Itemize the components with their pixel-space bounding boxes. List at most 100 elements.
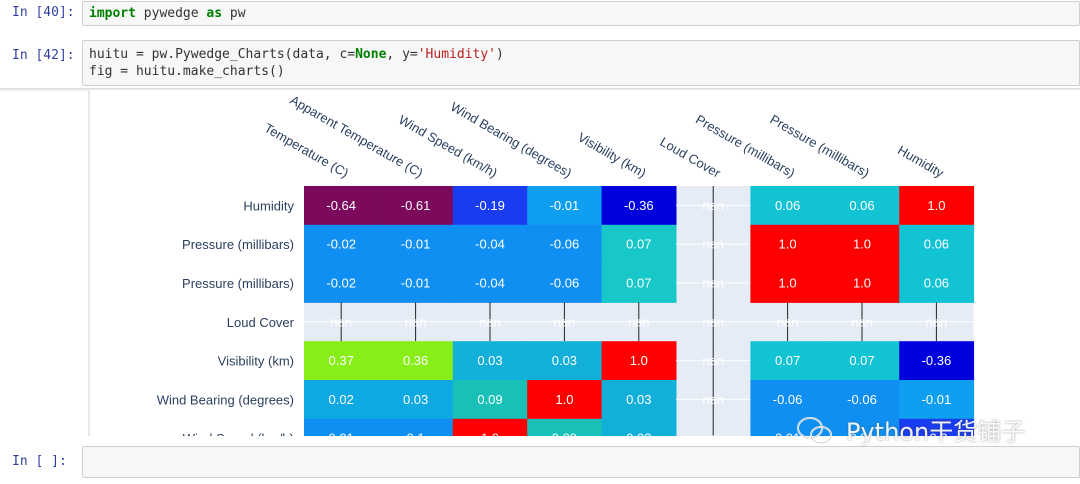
heatmap-cell[interactable]: -0.19 bbox=[452, 186, 528, 226]
heatmap-cell[interactable]: nan bbox=[899, 302, 974, 342]
correlation-heatmap[interactable]: Temperature (C)Apparent Temperature (C)W… bbox=[90, 90, 1080, 436]
heatmap-cell[interactable]: nan bbox=[676, 380, 751, 419]
heatmap-cell[interactable]: 1.0 bbox=[824, 263, 900, 303]
heatmap-cell[interactable]: 0.37 bbox=[304, 341, 379, 381]
heatmap-cell-fill bbox=[601, 418, 677, 436]
heatmap-cell-fill bbox=[824, 418, 900, 436]
code-cell-empty[interactable]: In [ ]: bbox=[0, 444, 1080, 484]
heatmap-cell[interactable]: nan bbox=[304, 302, 379, 342]
heatmap-cell[interactable]: nan bbox=[527, 302, 602, 342]
cell-value: nan bbox=[702, 237, 724, 252]
heatmap-cell[interactable]: nan bbox=[378, 302, 453, 342]
code-cell-charts[interactable]: In [42]: huitu = pw.Pywedge_Charts(data,… bbox=[0, 38, 1080, 90]
heatmap-cell[interactable]: 0.03 bbox=[378, 380, 454, 420]
heatmap-cell-fill bbox=[304, 341, 379, 381]
heatmap-cell-fill bbox=[824, 380, 900, 420]
heatmap-cell[interactable]: nan bbox=[676, 418, 750, 436]
heatmap-cell[interactable]: 1.0 bbox=[452, 418, 528, 436]
heatmap-cell[interactable]: 1.0 bbox=[601, 341, 677, 381]
heatmap-cell[interactable]: -0.06 bbox=[527, 224, 603, 265]
heatmap-cell[interactable]: -0.02 bbox=[304, 263, 379, 303]
heatmap-cell[interactable]: nan bbox=[676, 302, 751, 342]
heatmap-cell[interactable]: 0.06 bbox=[750, 186, 826, 226]
heatmap-cell[interactable]: nan bbox=[676, 263, 751, 303]
heatmap-cell[interactable]: -0.06 bbox=[527, 263, 603, 303]
heatmap-cell[interactable]: 0.06 bbox=[824, 186, 900, 226]
heatmap-cell[interactable]: -0.2 bbox=[899, 418, 975, 436]
heatmap-cell[interactable]: 0.02 bbox=[304, 380, 379, 420]
heatmap-cell[interactable]: 0.01 bbox=[824, 418, 900, 436]
heatmap-cell[interactable]: 0.07 bbox=[601, 224, 677, 265]
heatmap-cell-fill bbox=[824, 224, 900, 265]
code-input-empty[interactable] bbox=[82, 446, 1080, 478]
heatmap-cell[interactable]: -0.01 bbox=[527, 186, 603, 226]
heatmap-cell[interactable]: 0.06 bbox=[899, 224, 975, 265]
cell-value: nan bbox=[479, 314, 501, 329]
heatmap-cell[interactable]: -0.04 bbox=[452, 263, 528, 303]
heatmap-cell[interactable]: 0.07 bbox=[601, 263, 677, 303]
heatmap-cell[interactable]: 1.0 bbox=[824, 224, 900, 265]
heatmap-cell-fill bbox=[527, 380, 603, 420]
heatmap-cell[interactable]: -0.36 bbox=[601, 186, 677, 226]
heatmap-cell[interactable]: nan bbox=[676, 341, 751, 380]
heatmap-cell-fill bbox=[899, 418, 975, 436]
cell-value: -0.06 bbox=[550, 276, 580, 291]
cell-value: nan bbox=[702, 198, 724, 213]
heatmap-cell[interactable]: 0.07 bbox=[824, 341, 900, 381]
cell-value: 0.09 bbox=[477, 392, 502, 407]
heatmap-cell[interactable]: -0.06 bbox=[750, 380, 826, 420]
heatmap-cell[interactable]: -0.04 bbox=[452, 224, 528, 265]
heatmap-cell[interactable]: -0.01 bbox=[378, 263, 454, 303]
heatmap-cell[interactable]: nan bbox=[676, 224, 751, 264]
heatmap-cell-fill bbox=[527, 418, 603, 436]
heatmap-cell[interactable]: 0.07 bbox=[750, 341, 826, 381]
cell-value: 0.03 bbox=[403, 392, 428, 407]
cell-value: -0.61 bbox=[401, 198, 431, 213]
heatmap-cell[interactable]: 0.1 bbox=[378, 418, 454, 436]
y-axis-label: Loud Cover bbox=[227, 315, 295, 330]
heatmap-cell[interactable]: 0.03 bbox=[601, 418, 677, 436]
output-prompt-area[interactable] bbox=[88, 90, 90, 436]
heatmap-cell[interactable]: 0.06 bbox=[899, 263, 975, 303]
heatmap-cell[interactable]: 0.03 bbox=[601, 380, 677, 420]
cell-value: -0.04 bbox=[475, 237, 505, 252]
heatmap-cell[interactable]: 0.03 bbox=[527, 341, 603, 381]
heatmap-cell[interactable]: nan bbox=[452, 302, 528, 342]
heatmap-cell[interactable]: nan bbox=[824, 302, 900, 342]
heatmap-cell-fill bbox=[378, 418, 454, 436]
cell-value: 0.02 bbox=[329, 392, 354, 407]
y-axis-label: Humidity bbox=[243, 198, 294, 213]
cell-value: -0.02 bbox=[326, 276, 356, 291]
heatmap-cell[interactable]: 0.03 bbox=[452, 341, 528, 381]
x-axis-labels: Temperature (C)Apparent Temperature (C)W… bbox=[262, 92, 947, 181]
cell-value: -0.06 bbox=[847, 392, 877, 407]
code-input[interactable]: import pywedge as pw bbox=[82, 1, 1080, 26]
heatmap-cell[interactable]: -0.01 bbox=[378, 224, 454, 265]
heatmap-cell[interactable]: -0.01 bbox=[899, 380, 975, 420]
cell-value: -0.01 bbox=[401, 276, 431, 291]
heatmap-cell[interactable]: 0.36 bbox=[378, 341, 454, 381]
heatmap-cell[interactable]: nan bbox=[750, 302, 825, 342]
heatmap-cell[interactable]: 0.01 bbox=[750, 418, 826, 436]
heatmap-cell-fill bbox=[452, 380, 528, 420]
heatmap-cell[interactable]: -0.36 bbox=[899, 341, 975, 381]
heatmap-cell[interactable]: 1.0 bbox=[527, 380, 603, 420]
code-input[interactable]: huitu = pw.Pywedge_Charts(data, c=None, … bbox=[82, 40, 1080, 86]
heatmap-cell[interactable]: 0.09 bbox=[452, 380, 528, 420]
heatmap-cell[interactable]: -0.64 bbox=[304, 186, 379, 226]
heatmap-cell-fill bbox=[378, 380, 454, 420]
heatmap-cell[interactable]: 1.0 bbox=[750, 263, 826, 303]
heatmap-cell[interactable]: nan bbox=[676, 186, 751, 225]
heatmap-cell-fill bbox=[750, 224, 826, 265]
cell-value: -0.36 bbox=[624, 198, 654, 213]
cell-value: 0.06 bbox=[775, 198, 800, 213]
heatmap-cell[interactable]: 0.09 bbox=[527, 418, 603, 436]
heatmap-cell[interactable]: 1.0 bbox=[750, 224, 826, 265]
code-cell-import[interactable]: In [40]: import pywedge as pw bbox=[0, 0, 1080, 28]
heatmap-cell[interactable]: 1.0 bbox=[899, 186, 975, 226]
heatmap-cell[interactable]: -0.61 bbox=[378, 186, 454, 226]
heatmap-cell[interactable]: nan bbox=[601, 302, 676, 342]
heatmap-cell[interactable]: -0.02 bbox=[304, 224, 379, 265]
heatmap-cell[interactable]: -0.06 bbox=[824, 380, 900, 420]
heatmap-cell[interactable]: 0.01 bbox=[304, 418, 379, 436]
